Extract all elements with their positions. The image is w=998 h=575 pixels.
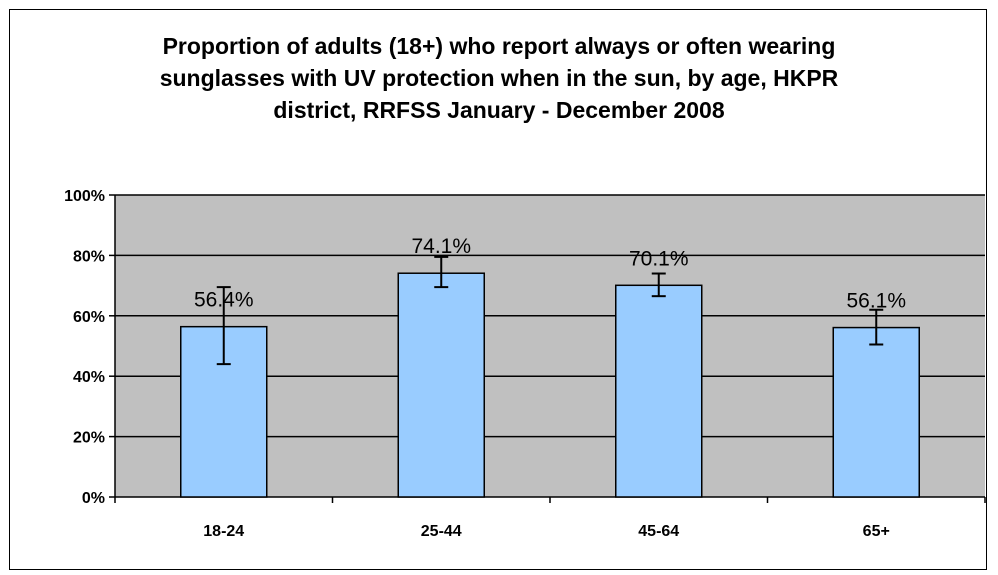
chart-title: Proportion of adults (18+) who report al… bbox=[159, 33, 839, 123]
data-label: 56.1% bbox=[846, 290, 906, 313]
y-tick-label: 20% bbox=[73, 430, 105, 447]
y-tick-label: 80% bbox=[73, 248, 105, 265]
y-tick-label: 100% bbox=[64, 188, 105, 205]
x-tick-label: 45-64 bbox=[638, 523, 679, 540]
x-tick-label: 65+ bbox=[863, 523, 890, 540]
bar[interactable] bbox=[397, 272, 485, 498]
bar[interactable] bbox=[832, 326, 920, 498]
x-tick-label: 25-44 bbox=[421, 523, 462, 540]
data-label: 70.1% bbox=[629, 247, 689, 270]
y-tick-label: 0% bbox=[82, 490, 105, 507]
x-tick-label: 18-24 bbox=[203, 523, 244, 540]
y-tick-label: 40% bbox=[73, 369, 105, 386]
bar[interactable] bbox=[615, 284, 703, 498]
y-tick-label: 60% bbox=[73, 309, 105, 326]
data-label: 74.1% bbox=[411, 235, 471, 258]
data-label: 56.4% bbox=[194, 289, 254, 312]
